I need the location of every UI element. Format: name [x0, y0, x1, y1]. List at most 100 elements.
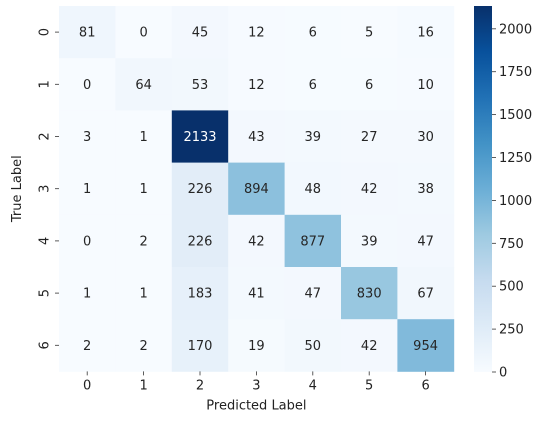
colorbar-ticks: 0 250 500 750 1000 1250 1500 1750 2000: [492, 22, 532, 381]
cell-value-r4-c5: 39: [361, 234, 378, 249]
x-tick-label-5: 5: [365, 378, 373, 393]
cell-value-r6-c5: 42: [361, 339, 378, 354]
cell-r3-c2: [171, 162, 229, 216]
cell-value-r1-c5: 6: [365, 78, 373, 93]
cell-value-r4-c3: 42: [248, 234, 265, 249]
cell-value-r3-c5: 42: [361, 182, 378, 197]
cell-r5-c2: [171, 267, 229, 320]
cell-r4-c1: [115, 214, 173, 268]
y-tick-label-2: 2: [38, 132, 53, 140]
cell-r0-c3: [228, 6, 285, 59]
cell-r0-c0: [59, 6, 116, 59]
cell-r1-c6: [397, 58, 455, 111]
cell-value-r1-c1: 64: [135, 78, 152, 93]
cell-value-r1-c6: 10: [417, 78, 434, 93]
cell-r6-c6: [397, 319, 455, 372]
cell-value-r4-c4: 877: [300, 234, 325, 249]
cell-value-r4-c6: 47: [417, 234, 434, 249]
cell-r5-c3: [228, 267, 285, 320]
cell-r5-c4: [284, 267, 342, 320]
cell-value-r2-c1: 1: [139, 130, 147, 145]
cell-value-r2-c2: 2133: [183, 130, 216, 145]
cell-value-r3-c3: 894: [244, 182, 269, 197]
cell-r1-c5: [341, 58, 398, 111]
cell-r6-c0: [59, 319, 116, 372]
cell-r4-c3: [228, 214, 285, 268]
cell-value-r3-c4: 48: [305, 182, 322, 197]
colorbar-tick-label-5: 1250: [499, 151, 532, 166]
cell-value-r2-c3: 43: [248, 130, 265, 145]
cell-r2-c6: [397, 110, 455, 163]
x-tick-label-0: 0: [83, 378, 91, 393]
cell-r3-c4: [284, 162, 342, 216]
cell-value-r5-c5: 830: [357, 287, 382, 302]
cell-r3-c6: [397, 162, 455, 216]
colorbar-tick-label-3: 750: [499, 237, 524, 252]
cell-r3-c5: [341, 162, 398, 216]
cell-value-r2-c5: 27: [361, 130, 378, 145]
cell-r0-c1: [115, 6, 173, 59]
cell-value-r5-c4: 47: [305, 287, 322, 302]
cell-value-r3-c1: 1: [139, 182, 147, 197]
x-tick-label-2: 2: [196, 378, 204, 393]
cell-value-r5-c6: 67: [417, 287, 434, 302]
cell-value-r3-c6: 38: [417, 182, 434, 197]
cell-r2-c5: [341, 110, 398, 163]
cell-r6-c3: [228, 319, 285, 372]
cell-r6-c2: [171, 319, 229, 372]
cell-value-r2-c0: 3: [83, 130, 91, 145]
colorbar-tick-label-8: 2000: [499, 22, 532, 37]
colorbar-tick-label-4: 1000: [499, 194, 532, 209]
x-tick-label-3: 3: [252, 378, 260, 393]
y-tick-label-5: 5: [38, 289, 53, 297]
cell-value-r5-c3: 41: [248, 287, 265, 302]
x-axis-label: Predicted Label: [206, 398, 306, 413]
cell-value-r6-c6: 954: [413, 339, 438, 354]
cell-r6-c1: [115, 319, 173, 372]
cell-r3-c3: [228, 162, 285, 216]
cell-value-r6-c4: 50: [305, 339, 322, 354]
cell-value-r1-c3: 12: [248, 78, 265, 93]
cell-value-r4-c1: 2: [139, 234, 147, 249]
cell-r0-c2: [171, 6, 229, 59]
cell-r5-c0: [59, 267, 116, 320]
cell-value-r1-c0: 0: [83, 78, 91, 93]
cell-value-r0-c2: 45: [192, 26, 209, 41]
cell-value-r5-c0: 1: [83, 287, 91, 302]
y-tick-label-3: 3: [38, 185, 53, 193]
cell-r3-c0: [59, 162, 116, 216]
cell-r4-c6: [397, 214, 455, 268]
cell-value-r1-c4: 6: [309, 78, 317, 93]
cell-r0-c6: [397, 6, 455, 59]
x-tick-label-6: 6: [421, 378, 429, 393]
cell-value-r4-c0: 0: [83, 234, 91, 249]
x-tick-label-1: 1: [139, 378, 147, 393]
cell-r4-c0: [59, 214, 116, 268]
cell-r0-c5: [341, 6, 398, 59]
cell-value-r0-c0: 81: [79, 26, 96, 41]
cell-r1-c1: [115, 58, 173, 111]
cell-value-r1-c2: 53: [192, 78, 209, 93]
heatmap-cell-labels: 81 0 45 12 6 5 160 64 53 12 6 6 103 1 2133 43 39 27 301 1 22…: [79, 26, 438, 354]
cell-value-r0-c6: 16: [417, 26, 434, 41]
colorbar: 0 250 500 750 1000 1250 1500 1750 2000: [474, 6, 532, 381]
cell-value-r5-c2: 183: [188, 287, 213, 302]
cell-value-r6-c0: 2: [83, 339, 91, 354]
cell-r6-c4: [284, 319, 342, 372]
cell-r1-c2: [171, 58, 229, 111]
cell-r5-c1: [115, 267, 173, 320]
cell-r2-c2: [171, 110, 229, 163]
cell-r4-c5: [341, 214, 398, 268]
cell-value-r0-c3: 12: [248, 26, 265, 41]
cell-value-r6-c1: 2: [139, 339, 147, 354]
cell-r3-c1: [115, 162, 173, 216]
y-axis-label: True Label: [10, 155, 25, 223]
cell-r2-c0: [59, 110, 116, 163]
cell-value-r0-c1: 0: [139, 26, 147, 41]
cell-r5-c6: [397, 267, 455, 320]
heatmap-cells: [59, 6, 455, 372]
cell-r1-c0: [59, 58, 116, 111]
colorbar-tick-label-1: 250: [499, 323, 524, 338]
cell-value-r2-c4: 39: [305, 130, 322, 145]
